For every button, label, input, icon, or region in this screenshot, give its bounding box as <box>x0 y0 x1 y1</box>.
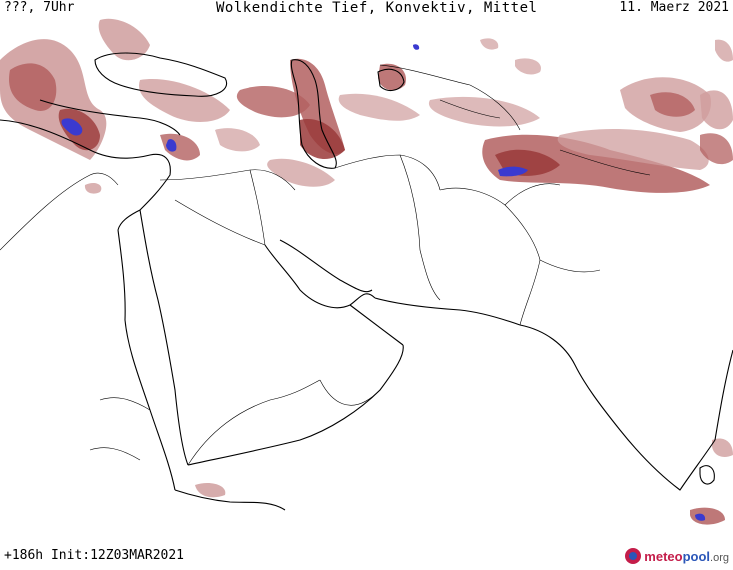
brand-part2: pool <box>682 548 711 564</box>
coastlines-layer <box>0 52 733 511</box>
forecast-date: 11. Maerz 2021 <box>619 0 729 15</box>
convective-cores-layer <box>61 44 706 521</box>
meteopool-logo[interactable]: meteopool.org <box>625 548 729 564</box>
cloud-density-layer <box>0 18 733 525</box>
map-title: Wolkendichte Tief, Konvektiv, Mittel <box>216 0 538 16</box>
location-time-label: ???, 7Uhr <box>4 0 75 15</box>
brand-text: meteopool.org <box>644 549 729 564</box>
meteopool-logo-icon <box>625 548 642 564</box>
model-run-info: +186h Init:12Z03MAR2021 <box>4 548 185 563</box>
brand-part1: meteo <box>644 548 683 564</box>
borders-layer <box>0 64 651 466</box>
brand-part3: .org <box>710 551 729 564</box>
